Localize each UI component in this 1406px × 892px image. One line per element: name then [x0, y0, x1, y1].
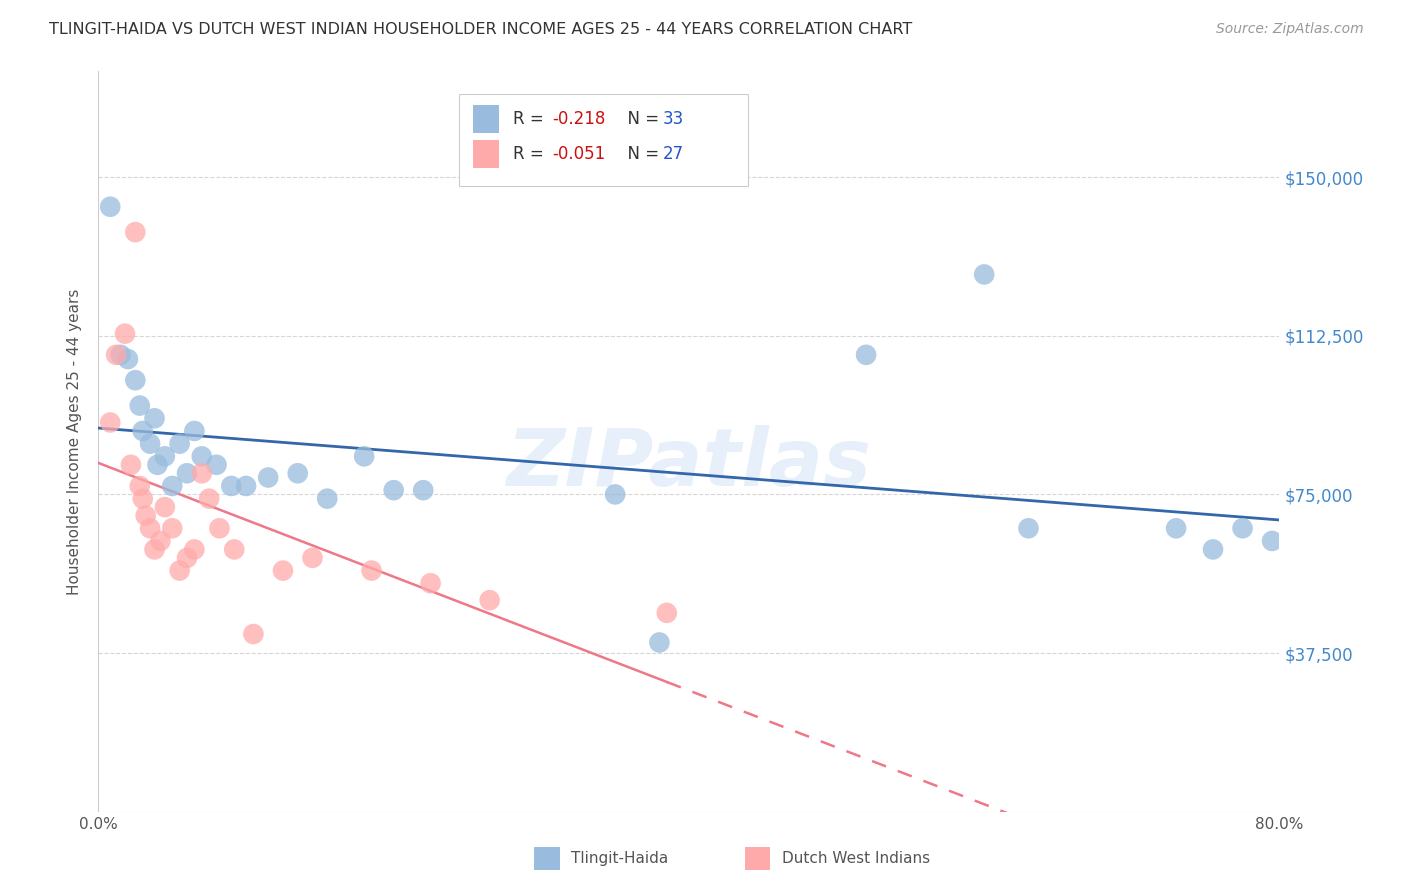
Text: Tlingit-Haida: Tlingit-Haida: [571, 851, 668, 866]
Point: [169, 564, 191, 578]
Point: [855, 348, 877, 362]
Bar: [472, 104, 499, 133]
Point: [221, 479, 243, 493]
Point: [98, 416, 121, 430]
Text: R =: R =: [513, 145, 548, 163]
Point: [124, 225, 146, 239]
Point: [412, 483, 434, 498]
Point: [139, 436, 162, 450]
Point: [153, 450, 176, 464]
Point: [382, 483, 405, 498]
Text: Source: ZipAtlas.com: Source: ZipAtlas.com: [1216, 22, 1364, 37]
Bar: [472, 140, 499, 169]
Point: [169, 436, 191, 450]
Point: [183, 424, 205, 438]
Point: [287, 467, 309, 481]
Point: [257, 470, 280, 484]
Text: TLINGIT-HAIDA VS DUTCH WEST INDIAN HOUSEHOLDER INCOME AGES 25 - 44 YEARS CORRELA: TLINGIT-HAIDA VS DUTCH WEST INDIAN HOUSE…: [49, 22, 912, 37]
Point: [1166, 521, 1188, 535]
Point: [205, 458, 228, 472]
Point: [110, 348, 132, 362]
Point: [605, 487, 627, 501]
Point: [114, 326, 136, 341]
Point: [419, 576, 441, 591]
Text: 27: 27: [664, 145, 685, 163]
Point: [235, 479, 257, 493]
Point: [1232, 521, 1254, 535]
Point: [143, 542, 166, 557]
Point: [478, 593, 501, 607]
Text: R =: R =: [513, 110, 548, 128]
Point: [149, 533, 172, 548]
Point: [655, 606, 678, 620]
Point: [146, 458, 169, 472]
Point: [124, 373, 146, 387]
Point: [98, 200, 121, 214]
Point: [208, 521, 231, 535]
Point: [132, 491, 155, 506]
Point: [105, 348, 128, 362]
Point: [648, 635, 671, 649]
Point: [198, 491, 221, 506]
Point: [162, 521, 183, 535]
Point: [117, 352, 139, 367]
Point: [128, 399, 150, 413]
Point: [120, 458, 142, 472]
Point: [316, 491, 339, 506]
Point: [139, 521, 162, 535]
Point: [191, 450, 214, 464]
Point: [132, 424, 155, 438]
Point: [973, 268, 995, 282]
Point: [224, 542, 246, 557]
Point: [301, 550, 323, 565]
Text: Dutch West Indians: Dutch West Indians: [782, 851, 929, 866]
Point: [183, 542, 205, 557]
Point: [191, 467, 214, 481]
Point: [128, 479, 150, 493]
Point: [271, 564, 294, 578]
Point: [360, 564, 382, 578]
Point: [162, 479, 183, 493]
Bar: [458, 94, 748, 186]
Y-axis label: Householder Income Ages 25 - 44 years: Householder Income Ages 25 - 44 years: [67, 288, 83, 595]
Text: N =: N =: [617, 145, 664, 163]
Text: N =: N =: [617, 110, 664, 128]
Point: [176, 550, 198, 565]
Point: [1202, 542, 1225, 557]
Point: [353, 450, 375, 464]
Point: [1018, 521, 1040, 535]
Point: [135, 508, 157, 523]
Point: [1261, 533, 1284, 548]
Point: [176, 467, 198, 481]
Text: ZIPatlas: ZIPatlas: [506, 425, 872, 503]
Point: [143, 411, 166, 425]
Point: [242, 627, 264, 641]
Text: -0.051: -0.051: [553, 145, 605, 163]
Point: [153, 500, 176, 515]
Text: 33: 33: [664, 110, 685, 128]
Text: -0.218: -0.218: [553, 110, 606, 128]
